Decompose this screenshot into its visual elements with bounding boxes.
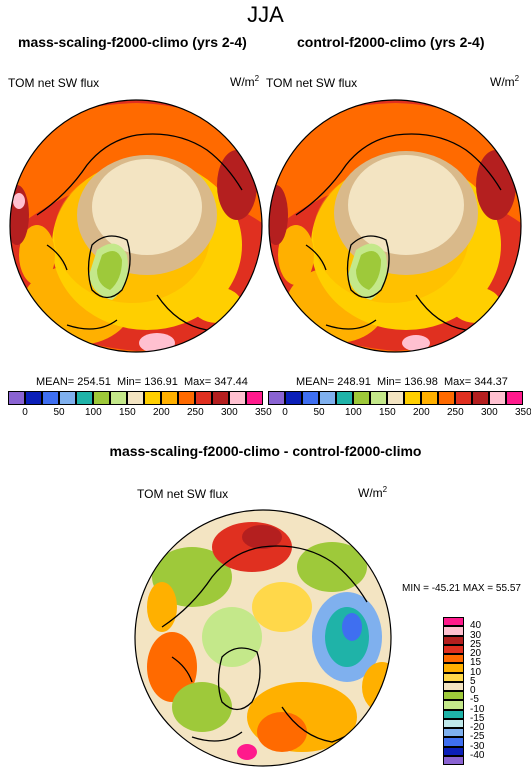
colorbar-swatch	[8, 391, 25, 405]
colorbar-tick-label: 150	[119, 407, 136, 418]
colorbar-swatch	[443, 654, 464, 664]
colorbar-swatch	[42, 391, 59, 405]
colorbar-swatch	[443, 737, 464, 747]
panel-left-units: W/m2	[230, 74, 260, 89]
colorbar-right-ticks: 0 50 100 150 200 250 300 350	[268, 407, 531, 421]
colorbar-tick-label: 200	[413, 407, 430, 418]
colorbar-tick-label: 30	[470, 629, 482, 641]
colorbar-tick-label: 300	[481, 407, 498, 418]
diff-variable: TOM net SW flux	[137, 487, 229, 501]
colorbar-tick-label: 15	[470, 657, 482, 669]
colorbar-swatch	[178, 391, 195, 405]
colorbar-swatch	[443, 663, 464, 673]
panel-right-title: control-f2000-climo (yrs 2-4)	[297, 34, 485, 50]
colorbar-tick-label: 40	[470, 620, 482, 632]
colorbar-swatch	[443, 709, 464, 719]
map-right	[268, 99, 522, 353]
colorbar-swatch	[455, 391, 472, 405]
colorbar-swatch	[76, 391, 93, 405]
colorbar-swatch	[229, 391, 246, 405]
colorbar-tick-label: 350	[515, 407, 531, 418]
colorbar-swatch	[443, 728, 464, 738]
colorbar-swatch	[353, 391, 370, 405]
colorbar-tick-label: 100	[345, 407, 362, 418]
colorbar-tick-label: -40	[470, 749, 485, 761]
colorbar-tick-label: 10	[470, 666, 482, 678]
colorbar-tick-label: 150	[379, 407, 396, 418]
diff-minmax: MIN = -45.21 MAX = 55.57	[402, 583, 521, 594]
colorbar-swatch	[472, 391, 489, 405]
colorbar-tick-label: -10	[470, 703, 485, 715]
colorbar-tick-label: 250	[187, 407, 204, 418]
colorbar-left	[8, 391, 263, 405]
colorbar-diff-ticks: 40 30 25 20 15 10 5 0 -5 -10 -15 -20 -25 -30 -40	[470, 617, 510, 765]
panel-left-title: mass-scaling-f2000-climo (yrs 2-4)	[18, 34, 247, 50]
colorbar-swatch	[443, 617, 464, 627]
colorbar-swatch	[370, 391, 387, 405]
colorbar-diff	[443, 617, 464, 765]
colorbar-tick-label: 200	[153, 407, 170, 418]
page-title: JJA	[247, 2, 284, 27]
colorbar-tick-label: -30	[470, 740, 485, 752]
colorbar-swatch	[443, 700, 464, 710]
colorbar-swatch	[25, 391, 42, 405]
map-left	[9, 99, 263, 353]
colorbar-swatch	[387, 391, 404, 405]
panel-left-variable: TOM net SW flux	[8, 76, 100, 90]
colorbar-swatch	[404, 391, 421, 405]
colorbar-tick-label: 0	[470, 685, 476, 696]
colorbar-swatch	[506, 391, 523, 405]
colorbar-tick-label: 350	[255, 407, 272, 418]
colorbar-tick-label: -20	[470, 722, 485, 733]
colorbar-tick-label: -5	[470, 694, 479, 706]
colorbar-swatch	[144, 391, 161, 405]
colorbar-swatch	[59, 391, 76, 405]
colorbar-swatch	[127, 391, 144, 405]
panel-left-stats: MEAN= 254.51 Min= 136.91 Max= 347.44	[36, 376, 248, 388]
colorbar-tick-label: -15	[470, 712, 485, 724]
colorbar-tick-label: 0	[282, 407, 288, 418]
colorbar-swatch	[443, 672, 464, 682]
colorbar-swatch	[443, 746, 464, 756]
colorbar-tick-label: 300	[221, 407, 238, 418]
diff-units: W/m2	[358, 485, 388, 500]
colorbar-tick-label: 0	[22, 407, 28, 418]
colorbar-swatch	[443, 681, 464, 691]
colorbar-swatch	[195, 391, 212, 405]
colorbar-swatch	[443, 718, 464, 728]
colorbar-swatch	[336, 391, 353, 405]
diff-title: mass-scaling-f2000-climo - control-f2000…	[109, 443, 422, 459]
colorbar-swatch	[110, 391, 127, 405]
colorbar-tick-label: 100	[85, 407, 102, 418]
colorbar-tick-label: 50	[313, 407, 325, 418]
colorbar-swatch	[443, 635, 464, 645]
colorbar-swatch	[443, 626, 464, 636]
colorbar-tick-label: 5	[470, 675, 476, 687]
colorbar-swatch	[161, 391, 178, 405]
colorbar-swatch	[93, 391, 110, 405]
colorbar-tick-label: 50	[53, 407, 65, 418]
colorbar-tick-label: -25	[470, 731, 485, 743]
colorbar-left-ticks: 0 50 100 150 200 250 300 350	[8, 407, 271, 421]
colorbar-swatch	[246, 391, 263, 405]
colorbar-tick-label: 20	[470, 648, 482, 659]
map-diff	[134, 509, 392, 767]
colorbar-swatch	[268, 391, 285, 405]
colorbar-swatch	[285, 391, 302, 405]
colorbar-tick-label: 250	[447, 407, 464, 418]
colorbar-swatch	[443, 691, 464, 701]
colorbar-swatch	[443, 644, 464, 654]
panel-right-variable: TOM net SW flux	[266, 76, 358, 90]
colorbar-swatch	[421, 391, 438, 405]
colorbar-right	[268, 391, 523, 405]
colorbar-swatch	[302, 391, 319, 405]
panel-right-units: W/m2	[490, 74, 520, 89]
colorbar-swatch	[489, 391, 506, 405]
colorbar-swatch	[319, 391, 336, 405]
colorbar-swatch	[438, 391, 455, 405]
colorbar-tick-label: 25	[470, 638, 482, 650]
colorbar-swatch	[212, 391, 229, 405]
colorbar-swatch	[443, 755, 464, 765]
panel-right-stats: MEAN= 248.91 Min= 136.98 Max= 344.37	[296, 376, 508, 388]
